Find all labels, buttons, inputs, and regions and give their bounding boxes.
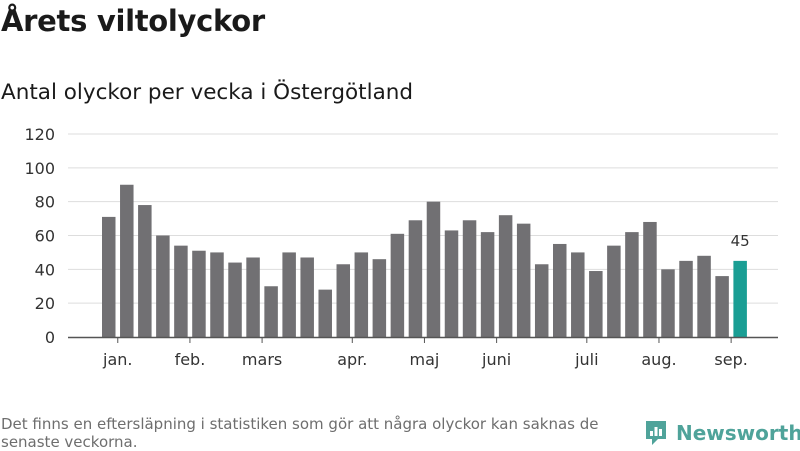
bar [733, 260, 747, 337]
bar [282, 252, 296, 337]
bar [210, 252, 224, 337]
x-tick-label: sep. [714, 350, 747, 369]
chart-subtitle: Antal olyckor per vecka i Östergötland [1, 80, 414, 105]
brand-name: Newsworthy [676, 421, 800, 445]
bar [607, 245, 621, 337]
newsworthy-logo-icon [646, 421, 666, 445]
bar [120, 184, 134, 337]
bar [228, 262, 242, 337]
bar [589, 271, 603, 337]
brand: Newsworthy [644, 418, 800, 448]
bar [138, 205, 152, 337]
bar [462, 220, 477, 337]
bar [715, 276, 729, 337]
y-tick-label: 100 [24, 159, 55, 178]
y-tick-label: 20 [35, 294, 55, 313]
x-tick-label: mars [242, 350, 282, 369]
bar [553, 243, 567, 337]
x-tick-label: jan. [102, 350, 132, 369]
y-tick-label: 80 [35, 193, 55, 212]
footnote: Det finns en eftersläpning i statistiken… [1, 415, 599, 451]
bar [661, 269, 675, 337]
y-tick-label: 60 [35, 227, 55, 246]
bar [444, 230, 459, 337]
bar [480, 232, 495, 337]
bar [102, 216, 116, 337]
x-tick-label: juli [574, 350, 598, 369]
bar [156, 235, 170, 337]
x-tick-label: juni [481, 350, 511, 369]
bar [246, 257, 260, 337]
bar [408, 220, 423, 337]
chart-title: Årets viltolyckor [1, 4, 265, 38]
data-label: 45 [731, 232, 750, 250]
bar [390, 233, 405, 337]
bar [534, 264, 549, 337]
x-tick-label: aug. [641, 350, 676, 369]
bar [498, 215, 513, 337]
bar [318, 289, 332, 337]
y-tick-label: 120 [24, 125, 55, 144]
bar [697, 255, 711, 337]
x-tick-label: maj [410, 350, 440, 369]
bar [372, 259, 387, 337]
bar [264, 286, 278, 337]
bar [300, 257, 314, 337]
bar [679, 260, 693, 337]
y-tick-label: 0 [45, 328, 55, 347]
bar [174, 245, 188, 337]
x-tick-label: apr. [337, 350, 367, 369]
bar [571, 252, 585, 337]
y-tick-label: 40 [35, 260, 55, 279]
bar [516, 223, 531, 337]
bar [192, 250, 206, 337]
bar [643, 221, 657, 337]
bar [354, 252, 369, 337]
bar [336, 264, 351, 337]
x-tick-label: feb. [175, 350, 206, 369]
bar [625, 232, 639, 337]
bar [426, 201, 441, 337]
